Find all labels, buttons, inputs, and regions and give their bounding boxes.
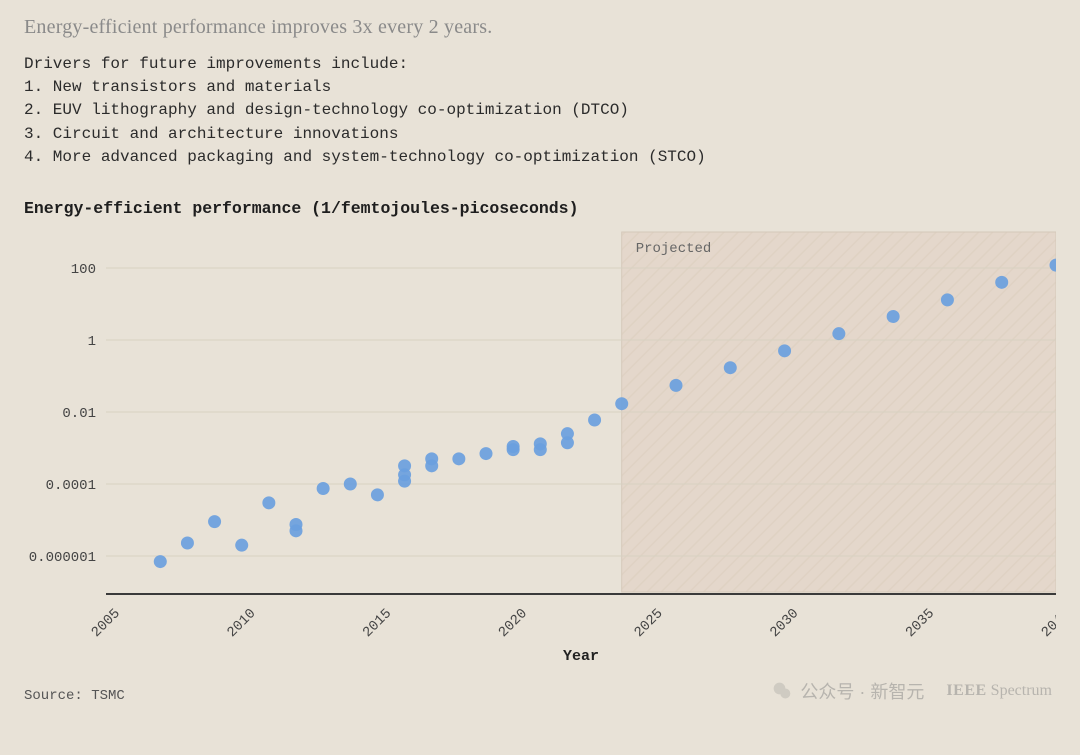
chart-svg: Projected 0.000001 0.0001 0.01 1 100 2005 2010 2… xyxy=(24,224,1056,672)
data-point xyxy=(724,361,737,374)
data-point xyxy=(371,488,384,501)
data-point xyxy=(887,310,900,323)
projected-label: Projected xyxy=(636,241,712,257)
data-point xyxy=(778,344,791,357)
chart-area: Projected 0.000001 0.0001 0.01 1 100 2005 2010 2… xyxy=(24,224,1056,672)
drivers-intro: Drivers for future improvements include: xyxy=(24,53,1052,76)
driver-item: 3. Circuit and architecture innovations xyxy=(24,123,1052,146)
headline: Energy-efficient performance improves 3x… xyxy=(24,16,1052,39)
data-point xyxy=(832,327,845,340)
data-point xyxy=(425,452,438,465)
data-point xyxy=(452,452,465,465)
publisher-label: IEEE Spectrum xyxy=(946,682,1052,700)
y-tick-label: 1 xyxy=(88,334,96,350)
data-point xyxy=(154,555,167,568)
wechat-icon xyxy=(772,681,792,701)
x-tick-label: 2015 xyxy=(360,606,395,641)
driver-item: 4. More advanced packaging and system-te… xyxy=(24,146,1052,169)
x-axis-label: Year xyxy=(563,648,599,665)
source-label: Source: TSMC xyxy=(24,688,125,704)
driver-item: 2. EUV lithography and design-technology… xyxy=(24,99,1052,122)
data-point xyxy=(290,518,303,531)
data-point xyxy=(561,427,574,440)
data-point xyxy=(480,447,493,460)
data-point xyxy=(615,397,628,410)
watermark: 公众号 · 新智元 IEEE Spectrum xyxy=(772,678,1052,704)
x-tick-label: 2030 xyxy=(767,606,802,641)
x-tick-label: 2035 xyxy=(903,606,938,641)
footer: Source: TSMC 公众号 · 新智元 IEEE Spectrum xyxy=(24,678,1052,704)
watermark-text: 公众号 · 新智元 xyxy=(800,678,924,704)
data-point xyxy=(262,496,275,509)
data-point xyxy=(995,276,1008,289)
chart-title: Energy-efficient performance (1/femtojou… xyxy=(24,199,1052,218)
page-root: Energy-efficient performance improves 3x… xyxy=(0,0,1080,755)
drivers-block: Drivers for future improvements include:… xyxy=(24,53,1052,169)
x-tick-label: 2010 xyxy=(224,606,259,641)
data-point xyxy=(208,515,221,528)
data-point xyxy=(344,477,357,490)
y-tick-label: 0.0001 xyxy=(46,478,96,494)
x-tick-label: 2025 xyxy=(631,606,666,641)
x-tick-label: 2020 xyxy=(496,606,531,641)
y-tick-label: 100 xyxy=(71,262,96,278)
data-point xyxy=(670,379,683,392)
y-tick-label: 0.000001 xyxy=(29,550,96,566)
data-point xyxy=(181,536,194,549)
driver-item: 1. New transistors and materials xyxy=(24,76,1052,99)
y-tick-label: 0.01 xyxy=(62,406,96,422)
x-tick-label: 2005 xyxy=(89,606,124,641)
data-point xyxy=(941,293,954,306)
data-point xyxy=(588,413,601,426)
data-point xyxy=(235,539,248,552)
data-point xyxy=(534,437,547,450)
data-point xyxy=(507,440,520,453)
data-point xyxy=(398,459,411,472)
x-tick-label: 2040 xyxy=(1039,606,1056,641)
data-point xyxy=(317,482,330,495)
